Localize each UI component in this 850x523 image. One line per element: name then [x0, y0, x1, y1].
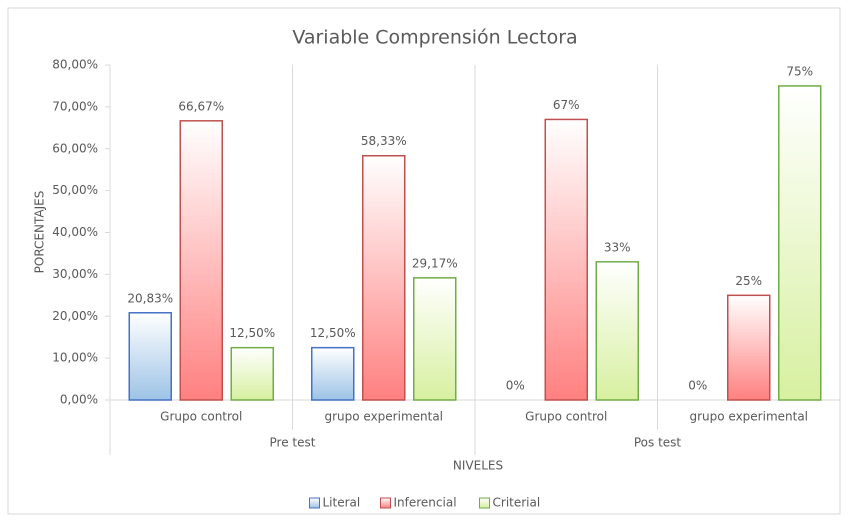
x-tick-label: grupo experimental	[689, 410, 808, 424]
legend-swatch	[380, 497, 391, 509]
legend-swatch	[309, 497, 320, 509]
y-tick-label: 70,00%	[52, 99, 98, 113]
x-tick-label: Grupo control	[525, 410, 607, 424]
y-tick-label: 10,00%	[52, 351, 98, 365]
group-label: Pre test	[270, 436, 316, 450]
chart-title: Variable Comprensión Lectora	[292, 27, 577, 49]
data-label: 66,67%	[178, 99, 224, 113]
x-axis-label: NIVELES	[453, 459, 503, 473]
y-tick-label: 50,00%	[52, 183, 98, 197]
data-label: 12,50%	[310, 326, 356, 340]
y-tick-label: 0,00%	[60, 393, 98, 407]
bar	[778, 85, 822, 401]
legend-label: Inferencial	[394, 496, 457, 510]
x-tick-label: grupo experimental	[324, 410, 443, 424]
y-tick-label: 40,00%	[52, 225, 98, 239]
data-label: 33%	[604, 240, 631, 254]
data-label: 0%	[688, 379, 707, 393]
bar	[727, 294, 771, 401]
bar	[362, 154, 406, 401]
bar	[595, 261, 639, 401]
bar	[128, 312, 172, 401]
bar	[179, 120, 223, 401]
bar	[544, 118, 588, 401]
legend-label: Literal	[323, 496, 361, 510]
y-tick-label: 60,00%	[52, 141, 98, 155]
legend-label: Criterial	[493, 496, 541, 510]
data-label: 12,50%	[229, 326, 275, 340]
chart-frame	[7, 7, 841, 515]
data-label: 20,83%	[127, 291, 173, 305]
x-tick-label: Grupo control	[160, 410, 242, 424]
y-axis-label: PORCENTAJES	[33, 191, 47, 274]
y-tick-label: 80,00%	[52, 58, 98, 72]
y-tick-label: 20,00%	[52, 309, 98, 323]
group-label: Pos test	[634, 436, 682, 450]
bar	[311, 346, 355, 401]
y-tick-label: 30,00%	[52, 267, 98, 281]
legend-swatch	[479, 497, 490, 509]
bar	[230, 346, 274, 401]
data-label: 75%	[786, 64, 813, 78]
data-label: 67%	[553, 98, 580, 112]
bar	[413, 277, 457, 401]
data-label: 25%	[735, 274, 762, 288]
data-label: 0%	[506, 379, 525, 393]
data-label: 58,33%	[361, 134, 407, 148]
data-label: 29,17%	[412, 256, 458, 270]
